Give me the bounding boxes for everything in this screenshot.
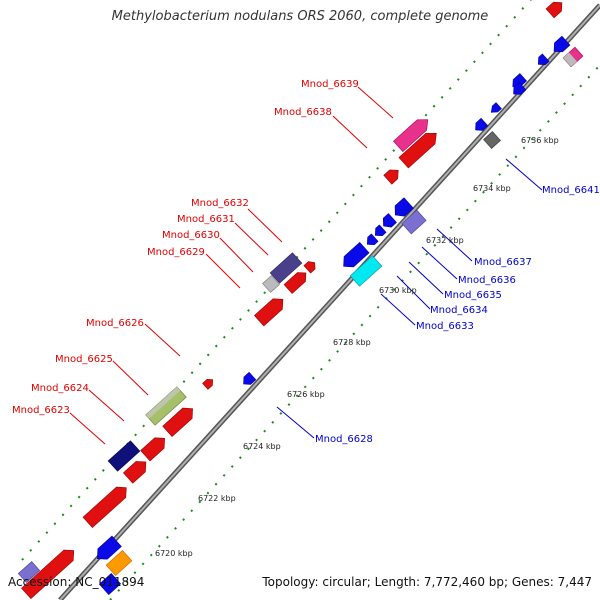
label-mnod-6634: Mnod_6634	[430, 305, 488, 316]
forward-strand-genes	[17, 1, 563, 600]
gene-forward-bottom-purple	[17, 561, 41, 583]
gene-small-forward-1	[383, 169, 399, 185]
label-mnod-6638: Mnod_6638	[274, 107, 332, 118]
label-mnod-6641: Mnod_6641	[542, 185, 600, 196]
gene-reverse-top-4	[513, 81, 527, 95]
gene-reverse-top-1	[553, 35, 571, 53]
reverse-leader-lines	[276, 158, 543, 439]
tick-6730: 6730 kbp	[379, 286, 417, 295]
gene-reverse-bottom-2	[98, 573, 122, 595]
gene-forward-bottom	[21, 549, 75, 600]
label-mnod-6623: Mnod_6623	[12, 405, 70, 416]
gene-mnod-6639	[393, 119, 429, 153]
scale-tick-labels: 6720 kbp 6722 kbp 6724 kbp 6726 kbp 6728…	[155, 136, 559, 558]
label-mnod-6637: Mnod_6637	[474, 257, 532, 268]
gene-mnod-6624	[107, 440, 141, 472]
tick-6736: 6736 kbp	[521, 136, 559, 145]
gene-reverse-orange	[105, 550, 133, 576]
tick-6728: 6728 kbp	[333, 338, 371, 347]
tick-6720: 6720 kbp	[155, 549, 193, 558]
topology-label: Topology: circular; Length: 7,772,460 bp…	[262, 575, 592, 589]
gene-forward-mid-2	[140, 437, 165, 462]
gene-reverse-bottom	[97, 535, 122, 560]
gene-mnod-6633	[343, 242, 370, 268]
gene-mnod-6634	[366, 233, 379, 246]
tick-6726: 6726 kbp	[287, 390, 325, 399]
label-mnod-6630: Mnod_6630	[162, 230, 220, 241]
gene-small-forward-2	[303, 261, 316, 274]
label-mnod-6633: Mnod_6633	[416, 321, 474, 332]
gene-reverse-top-5	[490, 102, 502, 113]
label-mnod-6626: Mnod_6626	[86, 318, 144, 329]
label-mnod-6629: Mnod_6629	[147, 247, 205, 258]
gene-mnod-6641	[483, 131, 501, 149]
gene-mnod-6623	[122, 461, 147, 484]
label-mnod-6636: Mnod_6636	[458, 275, 516, 286]
gene-reverse-top-2	[537, 53, 550, 66]
gene-mnod-6630	[283, 272, 307, 294]
label-mnod-6631: Mnod_6631	[177, 214, 235, 225]
gene-reverse-6637a	[394, 197, 414, 217]
forward-gene-labels: Mnod_6639 Mnod_6638 Mnod_6632 Mnod_6631 …	[12, 79, 359, 416]
gene-mnod-6638	[398, 132, 437, 169]
tick-6722: 6722 kbp	[198, 494, 236, 503]
label-mnod-6632: Mnod_6632	[191, 198, 249, 209]
gene-mnod-6632	[269, 252, 303, 284]
map-title: Methylobacterium nodulans ORS 2060, comp…	[111, 9, 489, 24]
gene-reverse-top-6	[475, 117, 489, 131]
tick-6724: 6724 kbp	[243, 442, 281, 451]
gene-forward-lower	[82, 486, 127, 529]
accession-label: Accession: NC_011894	[8, 575, 145, 589]
gene-mnod-6629	[254, 298, 284, 327]
inner-dotted-track	[109, 64, 600, 600]
label-mnod-6625: Mnod_6625	[55, 354, 113, 365]
forward-leader-lines	[69, 86, 394, 445]
reverse-gene-labels: Mnod_6641 Mnod_6637 Mnod_6636 Mnod_6635 …	[315, 185, 600, 445]
reverse-strand-genes	[97, 35, 584, 595]
gene-mnod-6635	[374, 224, 387, 237]
gene-mnod-6631	[262, 275, 280, 293]
label-mnod-6639: Mnod_6639	[301, 79, 359, 90]
gene-forward-mid	[162, 407, 193, 438]
label-mnod-6628: Mnod_6628	[315, 434, 373, 445]
genome-backbone-highlight	[59, 4, 600, 600]
gene-forward-top	[545, 1, 563, 19]
tick-6734: 6734 kbp	[473, 184, 511, 193]
label-mnod-6624: Mnod_6624	[31, 383, 89, 394]
gene-mnod-6626	[202, 379, 214, 390]
gene-reverse-top-pink	[562, 46, 584, 68]
gene-mnod-6636	[382, 213, 397, 228]
gene-mnod-6625	[145, 386, 187, 426]
label-mnod-6635: Mnod_6635	[444, 290, 502, 301]
gene-mnod-6637	[401, 209, 427, 235]
tick-6732: 6732 kbp	[426, 236, 464, 245]
gene-mnod-6628	[243, 371, 257, 385]
gene-reverse-cyan	[349, 255, 383, 287]
